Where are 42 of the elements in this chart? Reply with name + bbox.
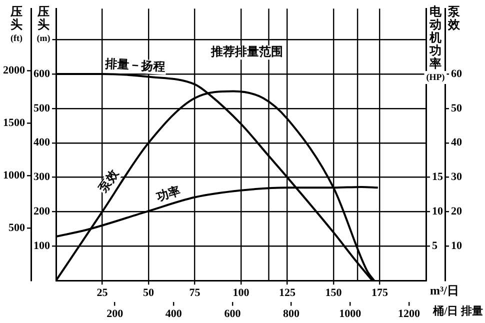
y3-tick-label: 20 [451,206,462,218]
y-tick-label: 200 [34,206,50,218]
text: 1000 [3,170,26,182]
x2-tick-label: 1200 [398,308,420,320]
y2-axis-title: 电动机功率(HP) [426,4,445,82]
text: 500 [8,222,26,234]
ref-line-label: 推荐排量范围 [210,44,283,59]
y3-tick-label: 40 [451,136,462,149]
y3-tick-label: 50 [451,102,462,114]
x2-tick-label: 200 [106,308,124,320]
series-label: 排量－扬程 [104,56,166,74]
y-tick-label: 500 [34,102,50,114]
x-tick-label: 150 [325,287,342,300]
y-axis-title: 压头(m) [36,4,50,43]
y-tick-label: 600 [34,68,50,80]
x2-tick-label: 1000 [339,308,362,320]
y3-tick-label: 60 [451,68,462,80]
y2-tick-label: 5 [432,240,438,252]
x-tick-label: 125 [279,287,296,300]
y3-tick-label: 30 [451,171,462,184]
y3-axis-title: 泵效 [447,4,461,32]
text: 泵效 [95,166,122,196]
x-tick-label: 25 [96,287,108,300]
x2-tick-label: 800 [283,308,300,320]
x2-tick-label: 400 [165,308,182,320]
text: 压头(ft) [10,4,22,43]
y3-tick-label: 10 [451,240,462,252]
y-tick-label: 100 [34,240,50,252]
x-tick-label: 75 [189,287,201,300]
text: 1500 [3,117,26,130]
x-tick-label: 50 [143,287,154,300]
y-tick-label: 300 [34,171,50,184]
y2-tick-label: 10 [432,206,444,218]
text: 2000 [3,64,26,77]
x2-axis-title: 桶/日 排量 [432,304,483,318]
x-tick-label: 175 [372,287,388,300]
text: 功率 [154,184,182,204]
y-tick-label: 400 [34,136,50,149]
y2-tick-label: 15 [432,171,444,184]
x-axis-title: m³/日 [430,284,459,298]
x2-tick-label: 600 [224,308,242,320]
x-tick-label: 100 [232,287,250,300]
